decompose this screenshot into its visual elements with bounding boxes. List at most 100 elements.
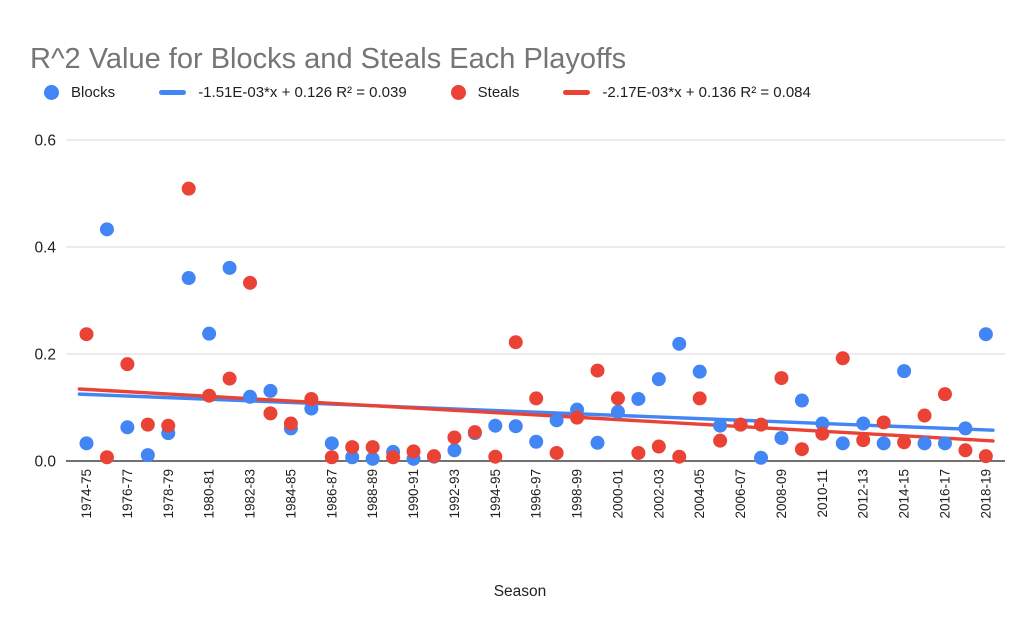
data-point-steals-1978-79[interactable]	[161, 418, 176, 433]
x-axis-tick-label: 1978-79	[161, 469, 176, 519]
data-point-steals-1974-75[interactable]	[79, 327, 94, 342]
data-point-steals-2011-12[interactable]	[835, 351, 850, 366]
data-point-blocks-2012-13[interactable]	[856, 416, 871, 431]
data-point-steals-1975-76[interactable]	[99, 450, 114, 465]
x-axis-tick-label: 1976-77	[120, 469, 135, 519]
data-point-blocks-2001-02[interactable]	[631, 391, 646, 406]
data-point-steals-1989-90[interactable]	[386, 450, 401, 465]
data-point-steals-1997-98[interactable]	[549, 445, 564, 460]
data-point-steals-1982-83[interactable]	[243, 275, 258, 290]
data-point-steals-2001-02[interactable]	[631, 445, 646, 460]
data-point-blocks-2016-17[interactable]	[937, 436, 952, 451]
data-point-steals-1998-99[interactable]	[570, 410, 585, 425]
data-point-blocks-1974-75[interactable]	[79, 436, 94, 451]
data-point-steals-2003-04[interactable]	[672, 449, 687, 464]
data-point-blocks-1992-93[interactable]	[447, 443, 462, 458]
legend-item-trendline-blocks[interactable]: -1.51E-03*x + 0.126 R² = 0.039	[159, 84, 407, 101]
data-point-steals-2018-19[interactable]	[978, 449, 993, 464]
data-point-steals-2017-18[interactable]	[958, 443, 973, 458]
data-point-steals-2008-09[interactable]	[774, 371, 789, 386]
legend-item-trendline-steals[interactable]: -2.17E-03*x + 0.136 R² = 0.084	[563, 84, 811, 101]
trendline-dash-icon	[159, 90, 187, 95]
data-point-steals-2015-16[interactable]	[917, 408, 932, 423]
data-point-steals-1987-88[interactable]	[345, 440, 360, 455]
data-point-blocks-2015-16[interactable]	[917, 436, 932, 451]
x-axis-tick-label: 1982-83	[243, 469, 258, 519]
data-point-blocks-1979-80[interactable]	[181, 271, 196, 286]
data-point-steals-2010-11[interactable]	[815, 426, 830, 441]
x-axis-tick-label: 1988-89	[365, 469, 380, 519]
data-point-steals-1996-97[interactable]	[529, 391, 544, 406]
chart-title: R^2 Value for Blocks and Steals Each Pla…	[30, 43, 627, 76]
data-point-blocks-2002-03[interactable]	[651, 372, 666, 387]
data-point-steals-1980-81[interactable]	[202, 388, 217, 403]
data-point-steals-2002-03[interactable]	[651, 439, 666, 454]
data-point-blocks-1976-77[interactable]	[120, 420, 135, 435]
data-point-blocks-1999-00[interactable]	[590, 435, 605, 450]
x-axis-title: Season	[494, 583, 547, 600]
data-point-blocks-1981-82[interactable]	[222, 260, 237, 275]
data-point-steals-1991-92[interactable]	[426, 449, 441, 464]
data-point-steals-1981-82[interactable]	[222, 371, 237, 386]
data-point-blocks-2013-14[interactable]	[876, 436, 891, 451]
data-point-steals-2016-17[interactable]	[937, 387, 952, 402]
data-point-steals-2009-10[interactable]	[794, 442, 809, 457]
data-point-blocks-1982-83[interactable]	[243, 389, 258, 404]
data-point-blocks-2003-04[interactable]	[672, 336, 687, 351]
data-point-steals-1977-78[interactable]	[140, 417, 155, 432]
data-point-blocks-2000-01[interactable]	[610, 404, 625, 419]
data-point-steals-2013-14[interactable]	[876, 415, 891, 430]
data-point-blocks-1983-84[interactable]	[263, 383, 278, 398]
data-point-blocks-1980-81[interactable]	[202, 326, 217, 341]
data-point-blocks-1996-97[interactable]	[529, 434, 544, 449]
data-point-blocks-1977-78[interactable]	[140, 448, 155, 463]
data-point-blocks-2004-05[interactable]	[692, 364, 707, 379]
data-point-blocks-1988-89[interactable]	[365, 451, 380, 466]
data-point-steals-1994-95[interactable]	[488, 449, 503, 464]
data-point-blocks-2008-09[interactable]	[774, 430, 789, 445]
data-point-blocks-2011-12[interactable]	[835, 436, 850, 451]
data-point-blocks-1994-95[interactable]	[488, 418, 503, 433]
data-point-blocks-1995-96[interactable]	[508, 419, 523, 434]
data-point-steals-2014-15[interactable]	[897, 435, 912, 450]
data-point-steals-1983-84[interactable]	[263, 406, 278, 421]
data-point-steals-2005-06[interactable]	[713, 433, 728, 448]
data-point-blocks-2018-19[interactable]	[978, 327, 993, 342]
trendline-steals[interactable]	[77, 387, 995, 443]
data-point-steals-2012-13[interactable]	[856, 433, 871, 448]
data-point-steals-1976-77[interactable]	[120, 357, 135, 372]
x-axis-tick-label: 2006-07	[733, 469, 748, 519]
data-point-steals-1993-94[interactable]	[467, 425, 482, 440]
data-point-blocks-2009-10[interactable]	[794, 393, 809, 408]
y-axis-tick-label: 0.2	[34, 347, 56, 364]
data-point-steals-2004-05[interactable]	[692, 391, 707, 406]
data-point-steals-2000-01[interactable]	[610, 391, 625, 406]
data-point-steals-1984-85[interactable]	[283, 416, 298, 431]
data-point-blocks-1986-87[interactable]	[324, 436, 339, 451]
data-point-steals-1999-00[interactable]	[590, 363, 605, 378]
legend-item-steals[interactable]: Steals	[450, 84, 519, 101]
data-point-steals-1988-89[interactable]	[365, 440, 380, 455]
trendline-blocks[interactable]	[77, 392, 995, 432]
data-point-steals-1985-86[interactable]	[304, 391, 319, 406]
data-point-blocks-1997-98[interactable]	[549, 413, 564, 428]
data-point-blocks-1987-88[interactable]	[345, 450, 360, 465]
data-point-steals-1990-91[interactable]	[406, 444, 421, 459]
data-point-blocks-2005-06[interactable]	[713, 418, 728, 433]
data-point-steals-1979-80[interactable]	[181, 181, 196, 196]
data-point-blocks-2010-11[interactable]	[815, 416, 830, 431]
data-point-steals-2006-07[interactable]	[733, 417, 748, 432]
data-point-steals-1986-87[interactable]	[324, 450, 339, 465]
data-point-steals-1992-93[interactable]	[447, 430, 462, 445]
data-point-steals-2007-08[interactable]	[754, 417, 769, 432]
data-point-blocks-2014-15[interactable]	[897, 364, 912, 379]
data-point-blocks-1985-86[interactable]	[304, 401, 319, 416]
chart-legend: Blocks -1.51E-03*x + 0.126 R² = 0.039 Stea…	[44, 84, 811, 101]
legend-item-blocks[interactable]: Blocks	[44, 84, 115, 101]
data-point-steals-1995-96[interactable]	[508, 335, 523, 350]
data-point-blocks-2017-18[interactable]	[958, 421, 973, 436]
data-point-blocks-1975-76[interactable]	[99, 222, 114, 237]
data-point-blocks-2007-08[interactable]	[754, 450, 769, 465]
